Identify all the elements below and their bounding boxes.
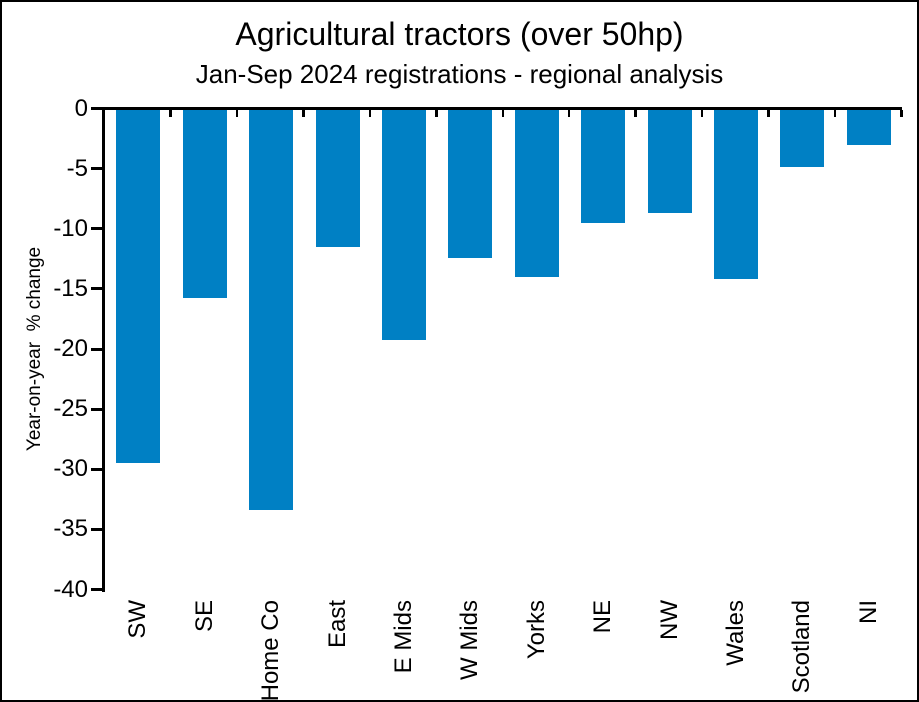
- bar-e-mids: [381, 110, 426, 340]
- y-tick: [91, 167, 102, 171]
- y-tick: [91, 527, 102, 531]
- y-tick-label: -30: [53, 455, 88, 483]
- x-axis-line: [102, 107, 902, 110]
- x-tick: [368, 110, 372, 117]
- x-label-scotland: Scotland: [788, 600, 816, 694]
- x-label-east: East: [323, 600, 351, 649]
- x-tick: [435, 110, 438, 117]
- y-tick: [91, 467, 102, 471]
- bar-ne: [581, 110, 626, 223]
- bar-wales: [714, 110, 758, 279]
- x-label-ne: NE: [589, 600, 617, 634]
- x-label-se: SE: [190, 600, 218, 633]
- chart-subtitle: Jan-Sep 2024 registrations - regional an…: [195, 59, 724, 89]
- bar-nw: [647, 110, 692, 213]
- bar-home-co: [249, 110, 293, 510]
- bar-scotland: [780, 110, 825, 167]
- y-tick-label: -40: [53, 575, 88, 603]
- bar-east: [315, 110, 360, 247]
- bar-sw: [116, 110, 161, 463]
- y-tick: [91, 287, 102, 291]
- y-tick: [91, 588, 102, 591]
- x-tick: [567, 110, 571, 117]
- x-tick: [634, 110, 637, 117]
- x-tick: [235, 110, 239, 117]
- y-tick: [91, 407, 102, 411]
- y-tick: [91, 107, 102, 110]
- x-tick: [833, 110, 837, 117]
- y-tick: [91, 227, 102, 231]
- x-label-nw: NW: [655, 600, 683, 640]
- y-tick: [91, 347, 102, 351]
- x-tick: [700, 110, 704, 117]
- x-tick: [900, 110, 903, 117]
- y-tick-label: 0: [74, 94, 88, 122]
- y-tick-label: -5: [66, 154, 88, 182]
- x-tick: [302, 110, 305, 117]
- x-label-e-mids: E Mids: [389, 600, 417, 674]
- bar-se: [182, 110, 227, 298]
- x-label-home-co: Home Co: [257, 600, 284, 702]
- x-label-wales: Wales: [722, 600, 749, 666]
- x-tick: [169, 110, 172, 117]
- y-tick-label: -25: [53, 395, 88, 423]
- y-axis-line: [102, 107, 105, 592]
- y-tick-label: -20: [53, 335, 88, 362]
- bar-ni: [846, 110, 891, 145]
- x-tick: [767, 110, 770, 117]
- y-tick-label: -35: [53, 515, 88, 543]
- x-label-sw: SW: [124, 600, 152, 639]
- x-label-ni: NI: [854, 600, 882, 624]
- bar-w-mids: [448, 110, 493, 258]
- y-tick-label: -10: [53, 214, 88, 242]
- x-label-yorks: Yorks: [522, 600, 550, 660]
- x-tick: [501, 110, 504, 117]
- x-label-w-mids: W Mids: [456, 600, 484, 680]
- chart-title: Agricultural tractors (over 50hp): [235, 16, 684, 52]
- y-tick-label: -15: [53, 274, 88, 302]
- bar-yorks: [514, 110, 559, 277]
